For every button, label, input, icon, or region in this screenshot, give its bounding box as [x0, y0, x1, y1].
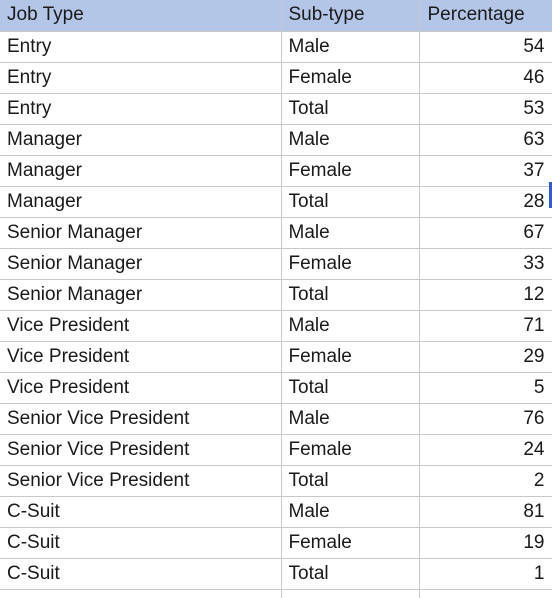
sub-type-cell[interactable]: Male [281, 217, 420, 249]
job-type-cell[interactable]: Senior Manager [0, 217, 282, 249]
table-row: Senior Vice President Male 76 [0, 403, 552, 435]
sub-type-cell[interactable]: Male [281, 496, 420, 528]
table-row: Senior Vice President Female 24 [0, 434, 552, 466]
sub-type-cell[interactable]: Male [281, 403, 420, 435]
table-row: Senior Manager Male 67 [0, 217, 552, 249]
job-type-cell[interactable]: Entry [0, 62, 282, 94]
sub-type-cell[interactable]: Total [281, 465, 420, 497]
table-row: Manager Female 37 [0, 155, 552, 187]
job-type-cell[interactable]: C-Suit [0, 527, 282, 559]
table-row: Entry Male 54 [0, 31, 552, 63]
job-type-cell[interactable] [0, 589, 282, 598]
job-type-cell[interactable]: Manager [0, 186, 282, 218]
header-row: Job Type Sub-type Percentage [0, 0, 552, 32]
sub-type-cell[interactable]: Total [281, 93, 420, 125]
percentage-cell[interactable]: 19 [419, 527, 552, 559]
table-row: Vice President Total 5 [0, 372, 552, 404]
selection-indicator [549, 182, 552, 208]
job-type-cell[interactable]: Senior Manager [0, 279, 282, 311]
job-type-cell[interactable]: Vice President [0, 341, 282, 373]
header-cell-percentage[interactable]: Percentage [419, 0, 552, 32]
job-type-cell[interactable]: Manager [0, 124, 282, 156]
table-row: Vice President Male 71 [0, 310, 552, 342]
header-cell-sub-type[interactable]: Sub-type [281, 0, 420, 32]
percentage-cell[interactable]: 46 [419, 62, 552, 94]
sub-type-cell[interactable]: Female [281, 527, 420, 559]
sub-type-cell[interactable] [281, 589, 420, 598]
percentage-cell[interactable]: 37 [419, 155, 552, 187]
sub-type-cell[interactable]: Female [281, 434, 420, 466]
percentage-cell[interactable]: 29 [419, 341, 552, 373]
sub-type-cell[interactable]: Total [281, 186, 420, 218]
job-type-cell[interactable]: Vice President [0, 310, 282, 342]
table-row: Manager Total 28 [0, 186, 552, 218]
percentage-cell[interactable]: 12 [419, 279, 552, 311]
job-type-cell[interactable]: Vice President [0, 372, 282, 404]
percentage-cell[interactable]: 1 [419, 558, 552, 590]
percentage-cell[interactable]: 71 [419, 310, 552, 342]
job-type-cell[interactable]: Manager [0, 155, 282, 187]
sub-type-cell[interactable]: Female [281, 341, 420, 373]
percentage-cell[interactable]: 5 [419, 372, 552, 404]
percentage-cell[interactable]: 28 [419, 186, 552, 218]
table-row: Vice President Female 29 [0, 341, 552, 373]
percentage-cell[interactable] [419, 589, 552, 598]
table-row: Entry Female 46 [0, 62, 552, 94]
sub-type-cell[interactable]: Total [281, 558, 420, 590]
table-row: Senior Manager Female 33 [0, 248, 552, 280]
job-type-cell[interactable]: C-Suit [0, 496, 282, 528]
job-type-cell[interactable]: C-Suit [0, 558, 282, 590]
table-row [0, 589, 552, 598]
table-row: C-Suit Total 1 [0, 558, 552, 590]
percentage-cell[interactable]: 54 [419, 31, 552, 63]
sub-type-cell[interactable]: Total [281, 372, 420, 404]
header-cell-job-type[interactable]: Job Type [0, 0, 282, 32]
table-row: C-Suit Female 19 [0, 527, 552, 559]
sub-type-cell[interactable]: Female [281, 248, 420, 280]
sub-type-cell[interactable]: Male [281, 31, 420, 63]
sub-type-cell[interactable]: Female [281, 62, 420, 94]
table-row: Entry Total 53 [0, 93, 552, 125]
percentage-cell[interactable]: 53 [419, 93, 552, 125]
job-type-cell[interactable]: Senior Manager [0, 248, 282, 280]
percentage-cell[interactable]: 33 [419, 248, 552, 280]
job-type-cell[interactable]: Entry [0, 31, 282, 63]
table-row: C-Suit Male 81 [0, 496, 552, 528]
table-row: Senior Vice President Total 2 [0, 465, 552, 497]
sub-type-cell[interactable]: Female [281, 155, 420, 187]
sub-type-cell[interactable]: Male [281, 124, 420, 156]
percentage-cell[interactable]: 24 [419, 434, 552, 466]
job-type-cell[interactable]: Senior Vice President [0, 403, 282, 435]
percentage-cell[interactable]: 76 [419, 403, 552, 435]
percentage-cell[interactable]: 63 [419, 124, 552, 156]
sub-type-cell[interactable]: Male [281, 310, 420, 342]
job-type-cell[interactable]: Senior Vice President [0, 434, 282, 466]
job-type-cell[interactable]: Senior Vice President [0, 465, 282, 497]
table-row: Manager Male 63 [0, 124, 552, 156]
percentage-cell[interactable]: 81 [419, 496, 552, 528]
job-type-cell[interactable]: Entry [0, 93, 282, 125]
table-body: Entry Male 54 Entry Female 46 Entry Total 53 Mana… [0, 31, 552, 598]
percentage-cell[interactable]: 67 [419, 217, 552, 249]
percentage-cell[interactable]: 2 [419, 465, 552, 497]
sub-type-cell[interactable]: Total [281, 279, 420, 311]
table-row: Senior Manager Total 12 [0, 279, 552, 311]
